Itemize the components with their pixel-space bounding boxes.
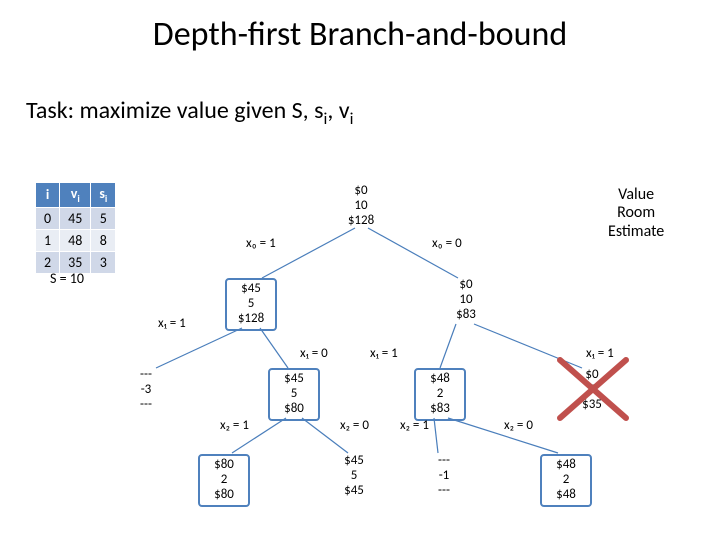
tree-node: $07$35 [566,368,618,413]
tree-node: $482$48 [540,454,592,507]
node-value: $0 [566,368,618,383]
tree-node: $455$80 [268,368,320,421]
node-estimate: $48 [542,488,590,503]
node-estimate: $80 [200,488,248,503]
edge-label: x₁ = 1 [586,346,614,361]
node-value: --- [418,454,470,469]
table-cell: 45 [60,207,91,229]
node-value: --- [120,368,172,383]
node-room: 2 [542,473,590,488]
node-room: 5 [270,387,318,402]
edge-label: x₁ = 1 [158,316,186,331]
tree-node: $010$128 [335,184,387,229]
task-sub-i-2: i [350,108,354,129]
task-line: Task: maximize value given S, si, vi [26,96,353,129]
legend-estimate: Estimate [608,223,664,241]
node-estimate: $83 [440,308,492,323]
table-cell: 8 [91,229,116,251]
node-estimate: $128 [335,214,387,229]
tree-node: $010$83 [440,278,492,323]
edge-label: x₂ = 1 [220,418,249,433]
legend-value: Value [608,186,664,204]
node-room: 2 [200,473,248,488]
node-room: 5 [328,469,380,484]
edge-label: x₂ = 0 [340,418,369,433]
node-estimate: $80 [270,402,318,417]
node-room: 10 [440,293,492,308]
task-text-b: , v [327,96,349,125]
edge-label: x₂ = 1 [400,418,429,433]
node-room: -3 [120,383,172,398]
node-value: $0 [335,184,387,199]
node-value: $48 [542,458,590,473]
tree-node: ----1--- [418,454,470,499]
node-estimate: $35 [566,398,618,413]
node-room: -1 [418,469,470,484]
table-header: vi [60,183,91,208]
tree-node: ----3--- [120,368,172,413]
node-value: $45 [328,454,380,469]
node-room: 7 [566,383,618,398]
edge-label: x₀ = 1 [246,236,276,251]
node-estimate: --- [418,484,470,499]
table-cell: 5 [91,207,116,229]
edge-label: x₁ = 0 [300,346,328,361]
node-room: 2 [416,387,464,402]
tree-node: $802$80 [198,454,250,507]
table-cell: 0 [36,207,60,229]
table-header: i [36,183,60,208]
table-header: si [91,183,116,208]
edge-label: x₂ = 0 [504,418,533,433]
node-value: $80 [200,458,248,473]
tree-node: $455$128 [225,278,277,331]
page-title: Depth-first Branch-and-bound [0,14,720,55]
legend: Value Room Estimate [608,186,664,241]
tree-node: $482$83 [414,368,466,421]
edge-label: x₁ = 1 [370,346,398,361]
edge-label: x₀ = 0 [432,236,462,251]
items-table: ivisi045514882353 [35,182,116,274]
node-value: $45 [270,372,318,387]
node-value: $48 [416,372,464,387]
node-estimate: $45 [328,484,380,499]
tree-node: $455$45 [328,454,380,499]
table-cell: 48 [60,229,91,251]
node-estimate: $83 [416,402,464,417]
capacity-label: S = 10 [50,270,84,287]
task-text-a: Task: maximize value given S, s [26,96,323,125]
table-cell: 3 [91,251,116,273]
node-estimate: $128 [227,312,275,327]
node-room: 10 [335,199,387,214]
legend-room: Room [608,204,664,222]
node-room: 5 [227,297,275,312]
table-cell: 1 [36,229,60,251]
node-estimate: --- [120,398,172,413]
node-value: $45 [227,282,275,297]
node-value: $0 [440,278,492,293]
